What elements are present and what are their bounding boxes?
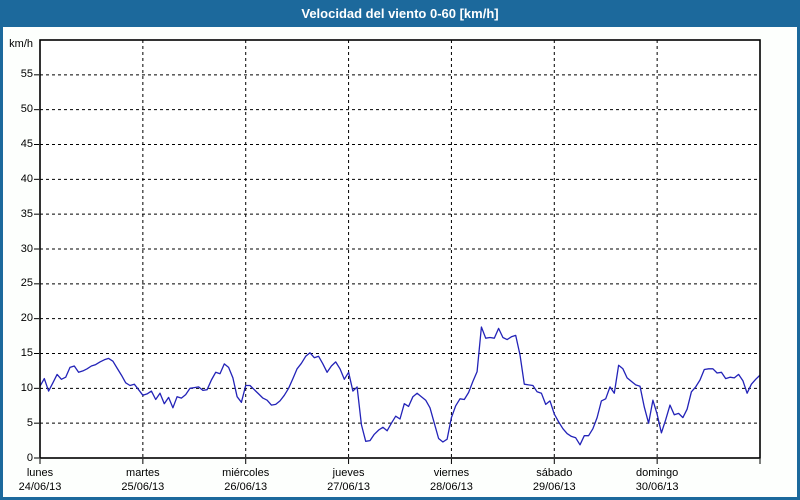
chart-title: Velocidad del viento 0-60 [km/h] (301, 6, 499, 21)
wind-speed-line (39, 326, 761, 446)
chart-title-bar: Velocidad del viento 0-60 [km/h] (0, 0, 800, 27)
